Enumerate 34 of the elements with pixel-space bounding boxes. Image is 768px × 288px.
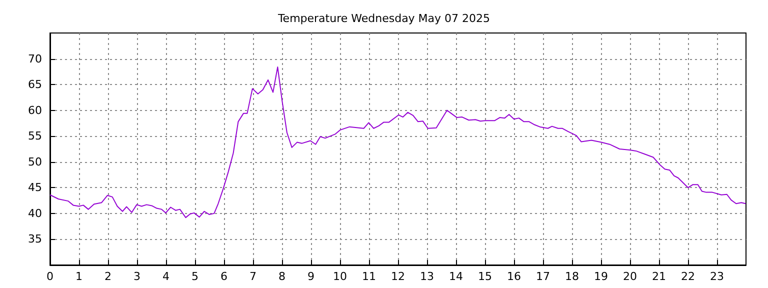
y-tick-label: 45 — [28, 181, 42, 194]
x-tick-label: 17 — [536, 270, 550, 283]
y-tick-label: 40 — [28, 206, 42, 220]
x-tick-label: 9 — [308, 270, 314, 283]
y-tick-label: 35 — [28, 232, 42, 246]
x-tick-label: 20 — [623, 270, 637, 283]
y-tick-label: 65 — [28, 78, 42, 92]
x-tick-label: 11 — [362, 270, 376, 283]
y-tick-label: 55 — [28, 130, 42, 143]
x-tick-label: 22 — [681, 270, 695, 283]
line-series — [50, 66, 746, 218]
x-tick-label: 21 — [652, 270, 666, 283]
x-tick-label: 6 — [220, 270, 228, 283]
x-tick-label: 12 — [391, 270, 405, 283]
x-tick-label: 8 — [278, 270, 286, 283]
x-tick-label: 23 — [710, 270, 724, 283]
x-tick-label: 16 — [507, 270, 521, 283]
y-tick-label: 70 — [28, 52, 42, 66]
x-tick-label: 19 — [594, 270, 608, 283]
x-tick-label: 14 — [449, 270, 463, 283]
x-tick-label: 7 — [250, 270, 256, 283]
x-tick-label: 10 — [333, 270, 347, 283]
y-tick-label: 60 — [28, 104, 42, 117]
x-tick-label: 0 — [46, 270, 54, 283]
x-tick-label: 4 — [162, 270, 170, 283]
x-tick-label: 1 — [76, 270, 82, 283]
x-tick-label: 18 — [565, 270, 579, 283]
chart-title: Temperature Wednesday May 07 2025 — [276, 12, 490, 25]
x-tick-label: 15 — [478, 270, 492, 283]
y-tick-label: 50 — [28, 155, 42, 168]
x-tick-label: 3 — [134, 270, 140, 283]
x-tick-label: 13 — [420, 270, 434, 283]
x-tick-label: 2 — [104, 270, 112, 283]
x-tick-label: 5 — [192, 270, 198, 283]
